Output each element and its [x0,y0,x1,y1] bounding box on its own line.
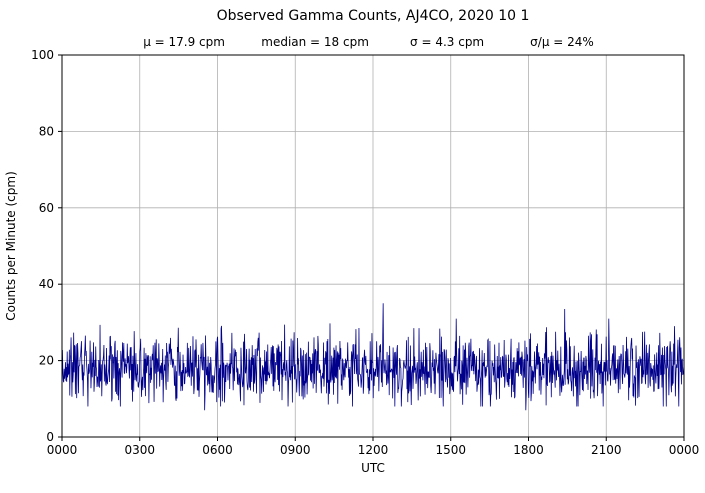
x-tick-label: 0300 [124,443,155,457]
x-tick-label: 0000 [47,443,78,457]
chart-title: Observed Gamma Counts, AJ4CO, 2020 10 1 [217,8,530,24]
stat-sigma-over-mean: σ/μ = 24% [530,35,594,49]
y-tick-label: 0 [46,430,54,444]
y-tick-label: 20 [39,354,54,368]
data-series-line [61,303,685,411]
x-axis-label: UTC [361,461,385,475]
x-tick-label: 0900 [280,443,311,457]
y-tick-label: 60 [39,201,54,215]
x-tick-label: 1500 [435,443,466,457]
stat-median: median = 18 cpm [261,35,369,49]
axis-ticks [58,54,685,441]
chart-subtitle: μ = 17.9 cpm median = 18 cpm σ = 4.3 cpm… [143,35,594,49]
x-tick-label: 0600 [202,443,233,457]
x-tick-label: 2100 [591,443,622,457]
axis-tick-labels: 0 20 40 60 80 100 0000 0300 0600 0900 1200 1500 1800… [31,48,699,457]
y-axis-label: Counts per Minute (cpm) [4,171,18,321]
stat-sigma: σ = 4.3 cpm [410,35,484,49]
y-tick-label: 100 [31,48,54,62]
y-tick-label: 40 [39,277,54,291]
x-tick-label: 1200 [358,443,389,457]
x-tick-label: 0000 [669,443,700,457]
y-tick-label: 80 [39,124,54,138]
x-tick-label: 1800 [513,443,544,457]
stat-mean: μ = 17.9 cpm [143,35,225,49]
